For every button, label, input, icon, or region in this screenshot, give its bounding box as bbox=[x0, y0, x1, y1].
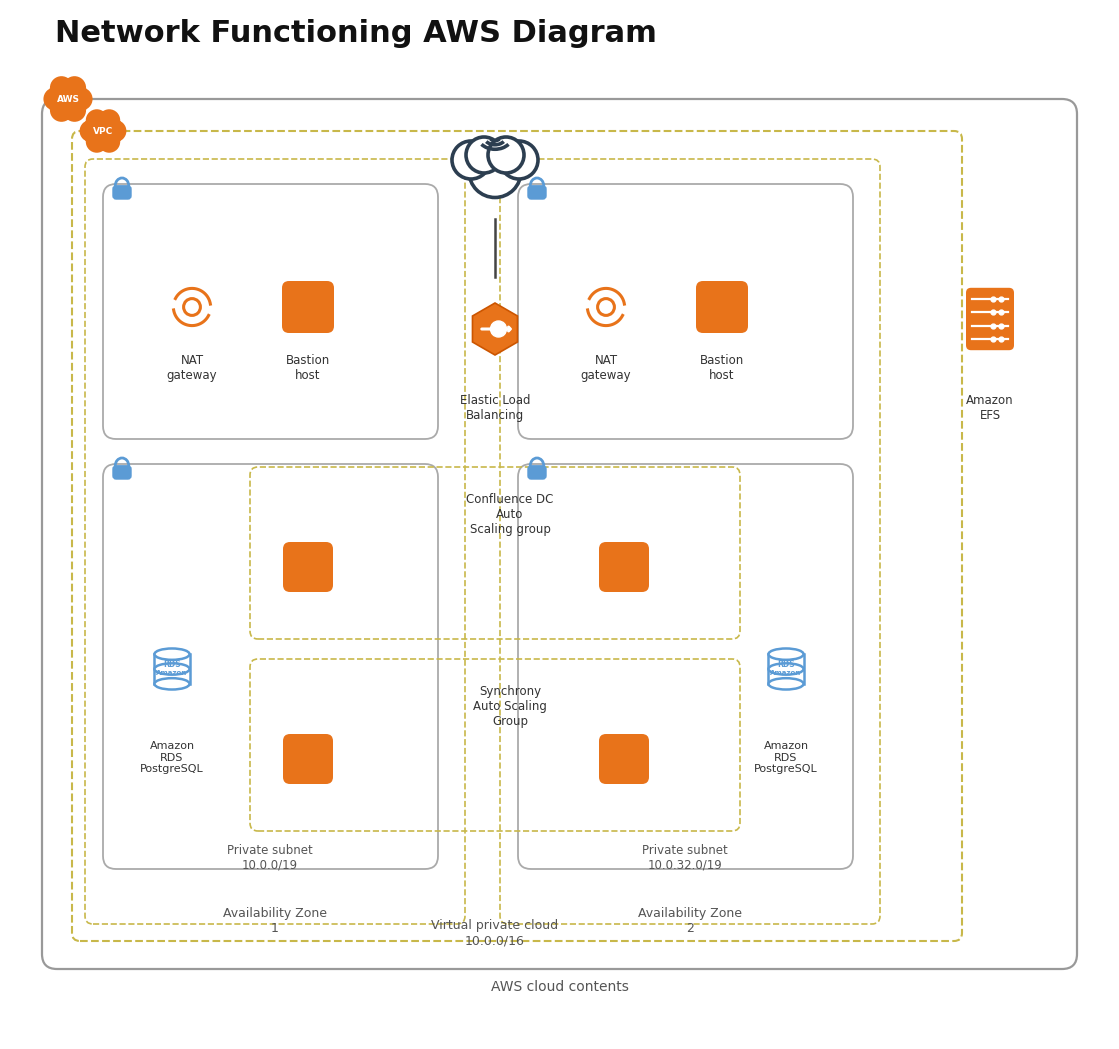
Text: Bastion
host: Bastion host bbox=[285, 354, 330, 382]
FancyBboxPatch shape bbox=[518, 464, 853, 869]
Text: Amazon
RDS
PostgreSQL: Amazon RDS PostgreSQL bbox=[140, 741, 204, 774]
Circle shape bbox=[98, 109, 120, 131]
Ellipse shape bbox=[154, 663, 189, 675]
Circle shape bbox=[79, 120, 102, 142]
FancyBboxPatch shape bbox=[528, 466, 546, 478]
FancyBboxPatch shape bbox=[113, 186, 131, 199]
Text: Elastic Load
Balancing: Elastic Load Balancing bbox=[460, 394, 530, 422]
Ellipse shape bbox=[769, 663, 803, 675]
FancyBboxPatch shape bbox=[103, 184, 438, 438]
Text: Virtual private cloud
10.0.0/16: Virtual private cloud 10.0.0/16 bbox=[432, 919, 558, 947]
FancyBboxPatch shape bbox=[599, 734, 649, 784]
Text: Bastion
host: Bastion host bbox=[699, 354, 744, 382]
Text: AWS cloud contents: AWS cloud contents bbox=[491, 980, 629, 994]
Text: RDS: RDS bbox=[778, 660, 794, 668]
Text: Amazon: Amazon bbox=[770, 670, 801, 676]
FancyBboxPatch shape bbox=[966, 287, 1014, 350]
Circle shape bbox=[469, 146, 521, 197]
FancyBboxPatch shape bbox=[103, 464, 438, 869]
Ellipse shape bbox=[154, 679, 189, 689]
Circle shape bbox=[490, 321, 507, 337]
Ellipse shape bbox=[769, 679, 803, 689]
Text: VPC: VPC bbox=[93, 127, 113, 135]
Circle shape bbox=[86, 131, 107, 153]
Circle shape bbox=[466, 137, 502, 173]
Bar bbox=[154, 655, 189, 684]
Circle shape bbox=[104, 120, 126, 142]
FancyBboxPatch shape bbox=[528, 186, 546, 199]
Text: NAT
gateway: NAT gateway bbox=[167, 354, 217, 382]
Text: Confluence DC
Auto
Scaling group: Confluence DC Auto Scaling group bbox=[467, 493, 554, 536]
Text: NAT
gateway: NAT gateway bbox=[581, 354, 631, 382]
FancyBboxPatch shape bbox=[283, 734, 333, 784]
Circle shape bbox=[44, 87, 66, 110]
Circle shape bbox=[83, 111, 123, 151]
Circle shape bbox=[69, 87, 93, 110]
Circle shape bbox=[63, 77, 86, 100]
Text: Amazon
EFS: Amazon EFS bbox=[966, 394, 1014, 422]
Circle shape bbox=[452, 141, 490, 179]
Circle shape bbox=[98, 131, 120, 153]
Text: Synchrony
Auto Scaling
Group: Synchrony Auto Scaling Group bbox=[473, 685, 547, 728]
Circle shape bbox=[500, 141, 538, 179]
FancyBboxPatch shape bbox=[43, 99, 1076, 969]
FancyBboxPatch shape bbox=[282, 281, 333, 333]
Circle shape bbox=[86, 109, 107, 131]
Ellipse shape bbox=[769, 648, 803, 660]
Text: Amazon: Amazon bbox=[157, 670, 188, 676]
Text: Private subnet
10.0.0/19: Private subnet 10.0.0/19 bbox=[227, 844, 313, 872]
FancyBboxPatch shape bbox=[599, 542, 649, 592]
Polygon shape bbox=[472, 303, 517, 355]
Circle shape bbox=[50, 77, 73, 100]
Text: Availability Zone
1: Availability Zone 1 bbox=[223, 907, 327, 935]
Bar bbox=[769, 655, 803, 684]
Text: RDS: RDS bbox=[163, 660, 181, 668]
Text: Network Functioning AWS Diagram: Network Functioning AWS Diagram bbox=[55, 20, 657, 48]
Text: Private subnet
10.0.32.0/19: Private subnet 10.0.32.0/19 bbox=[642, 844, 727, 872]
Text: Amazon
RDS
PostgreSQL: Amazon RDS PostgreSQL bbox=[754, 741, 818, 774]
Circle shape bbox=[50, 99, 73, 122]
FancyBboxPatch shape bbox=[283, 542, 333, 592]
FancyBboxPatch shape bbox=[696, 281, 747, 333]
FancyBboxPatch shape bbox=[518, 184, 853, 438]
Circle shape bbox=[47, 78, 90, 120]
Circle shape bbox=[63, 99, 86, 122]
Ellipse shape bbox=[154, 648, 189, 660]
Text: Availability Zone
2: Availability Zone 2 bbox=[638, 907, 742, 935]
Text: AWS: AWS bbox=[56, 94, 79, 104]
FancyBboxPatch shape bbox=[113, 466, 131, 478]
Circle shape bbox=[488, 137, 524, 173]
